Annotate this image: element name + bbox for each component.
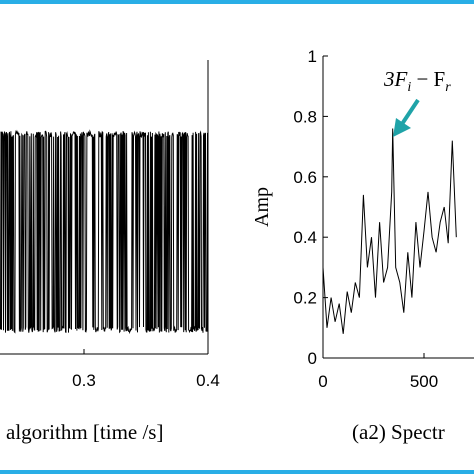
annotation-part-3f: 3F — [383, 67, 408, 91]
time-signal-series — [0, 129, 209, 335]
a2-ylabel: Amp — [251, 187, 273, 227]
a2-ytick-label-1: 0.2 — [293, 289, 317, 308]
a2-ytick-label-2: 0.4 — [293, 228, 317, 247]
a1-caption: algorithm [time /s] — [6, 420, 163, 444]
a2-ytick-label-4: 0.8 — [293, 107, 317, 126]
a2-ytick-label-3: 0.6 — [293, 168, 317, 187]
bottom-frame-border — [0, 470, 474, 474]
annotation-label: 3Fi − Fr — [383, 67, 451, 95]
panel-a2: 0 0.2 0.4 0.6 0.8 1 0 500 Amp 3Fi − Fr (a2) S… — [251, 47, 474, 444]
a2-caption: (a2) Spectr — [352, 420, 445, 444]
a2-y-ticks: 0 0.2 0.4 0.6 0.8 1 — [293, 47, 328, 368]
annotation-minus-f: − F — [411, 67, 445, 91]
a2-xtick-label-1: 500 — [410, 372, 438, 391]
a2-ytick-label-5: 1 — [308, 47, 317, 66]
annotation-sub-r: r — [445, 80, 451, 95]
top-frame-border — [0, 0, 474, 4]
a2-ytick-label-0: 0 — [308, 349, 317, 368]
panel-a1: 0.3 0.4 algorithm [time /s] — [0, 60, 220, 444]
a1-xtick-label-0: 0.3 — [72, 371, 96, 390]
a2-xtick-label-0: 0 — [318, 372, 327, 391]
spectrum-series-line — [322, 128, 457, 334]
time-signal-path — [0, 129, 209, 335]
annotation-arrow-shaft — [400, 98, 420, 126]
annotation-sub-i: i — [407, 80, 411, 95]
a1-xtick-label-1: 0.4 — [196, 371, 220, 390]
annotation-arrow-head — [393, 118, 411, 137]
